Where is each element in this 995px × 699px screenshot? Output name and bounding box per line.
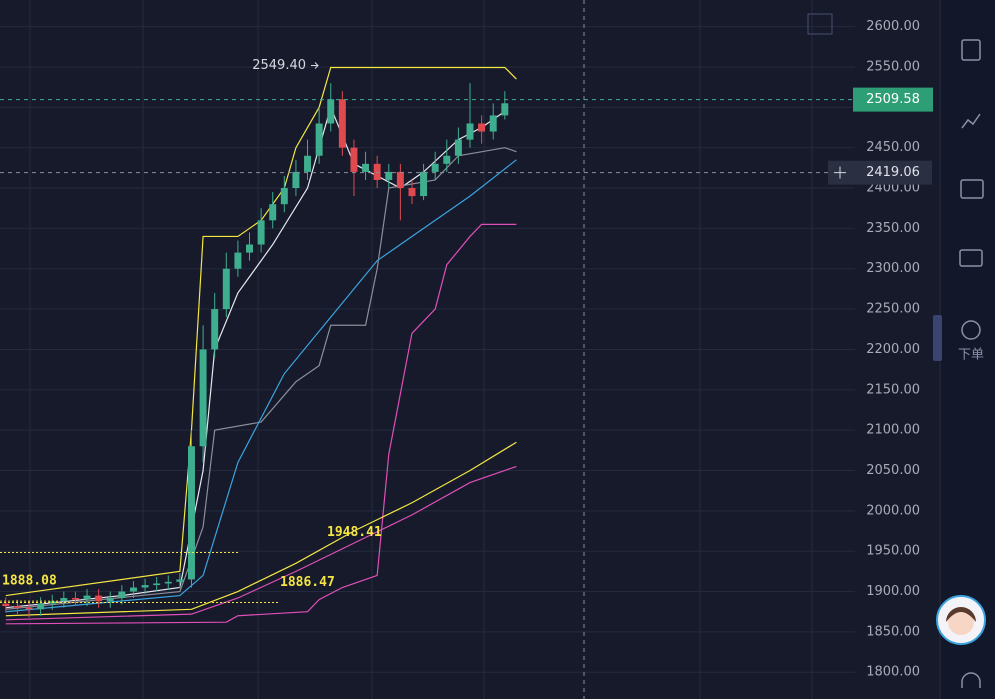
y-tick-label: 2550.00	[866, 59, 920, 74]
candle-body	[211, 309, 219, 350]
candle-body	[443, 155, 451, 164]
y-tick-label: 2350.00	[866, 221, 920, 236]
last-price-label: 2509.58	[866, 92, 920, 107]
candle-body	[234, 252, 242, 269]
high-marker-label: 2549.40	[252, 58, 306, 73]
y-tick-label: 2100.00	[866, 423, 920, 438]
candle-body	[315, 123, 323, 156]
candle-body	[83, 595, 91, 600]
crosshair-plus	[834, 166, 846, 179]
candle-body	[257, 220, 265, 245]
avatar-hair	[946, 607, 976, 622]
crosshair-label: 2419.06	[866, 165, 920, 180]
y-tick-label: 1850.00	[866, 624, 920, 639]
candle-body	[350, 147, 358, 172]
candle-body	[246, 244, 253, 253]
candle-body	[2, 603, 10, 607]
candle-body	[60, 598, 68, 602]
collapse-button[interactable]	[807, 13, 833, 35]
y-tick-label: 2200.00	[866, 342, 920, 357]
indicator-line	[5, 223, 517, 625]
y-tick-label: 2450.00	[866, 140, 920, 155]
level-label: 1888.08	[2, 574, 57, 589]
candle-body	[362, 163, 370, 172]
y-tick-label: 2050.00	[866, 463, 920, 478]
candle-body	[304, 155, 312, 172]
candle-body	[129, 587, 137, 592]
candle-body	[373, 163, 381, 180]
deposit-icon[interactable]	[961, 39, 981, 61]
candle-body	[269, 204, 277, 221]
candle-body	[13, 606, 21, 608]
indicator-line	[5, 147, 517, 610]
candle-body	[164, 581, 172, 584]
candle-body	[153, 583, 161, 586]
trend-icon[interactable]	[961, 113, 981, 129]
etf-icon[interactable]	[959, 249, 983, 267]
candle-body	[385, 171, 393, 180]
candle-body	[25, 607, 33, 610]
support-icon[interactable]	[961, 672, 981, 688]
candle-body	[454, 139, 462, 156]
y-tick-label: 1800.00	[866, 665, 920, 680]
candle-body	[106, 598, 114, 602]
high-marker-arrow	[311, 62, 319, 69]
candle-body	[118, 591, 126, 598]
candle-body	[176, 579, 184, 582]
candle-body	[95, 595, 103, 602]
candle-body	[327, 99, 335, 124]
candle-body	[280, 188, 288, 205]
y-tick-label: 2000.00	[866, 503, 920, 518]
candle-body	[408, 188, 416, 197]
y-tick-label: 1950.00	[866, 544, 920, 559]
candle-body	[431, 163, 439, 172]
market-icon[interactable]	[960, 179, 984, 199]
candle-body	[478, 123, 486, 132]
candle-body	[501, 103, 509, 116]
sidebar-toggle[interactable]	[933, 315, 942, 361]
sidebar	[940, 0, 995, 699]
candle-body	[188, 446, 195, 580]
indicator-line	[5, 441, 517, 617]
candle-body	[420, 171, 428, 197]
candle-body	[396, 171, 404, 189]
candle-body	[466, 123, 474, 140]
order-label[interactable]: 下单	[958, 348, 984, 363]
y-tick-label: 2300.00	[866, 261, 920, 276]
candle-body	[489, 115, 497, 132]
y-tick-label: 2600.00	[866, 19, 920, 34]
candle-body	[222, 268, 230, 310]
candle-body	[71, 598, 79, 600]
avatar-face	[948, 609, 974, 635]
y-tick-label: 2250.00	[866, 302, 920, 317]
last-price-tag	[853, 87, 933, 112]
level-label: 1948.41	[327, 525, 382, 540]
indicator-line	[5, 465, 517, 621]
candle-body	[338, 99, 346, 148]
level-label: 1886.47	[280, 575, 335, 590]
order-icon[interactable]	[961, 320, 981, 340]
candle-body	[292, 171, 300, 189]
candle-body	[141, 585, 149, 588]
y-tick-label: 2150.00	[866, 382, 920, 397]
candle-body	[199, 349, 207, 447]
candle-body	[37, 603, 45, 610]
y-tick-label: 1900.00	[866, 584, 920, 599]
